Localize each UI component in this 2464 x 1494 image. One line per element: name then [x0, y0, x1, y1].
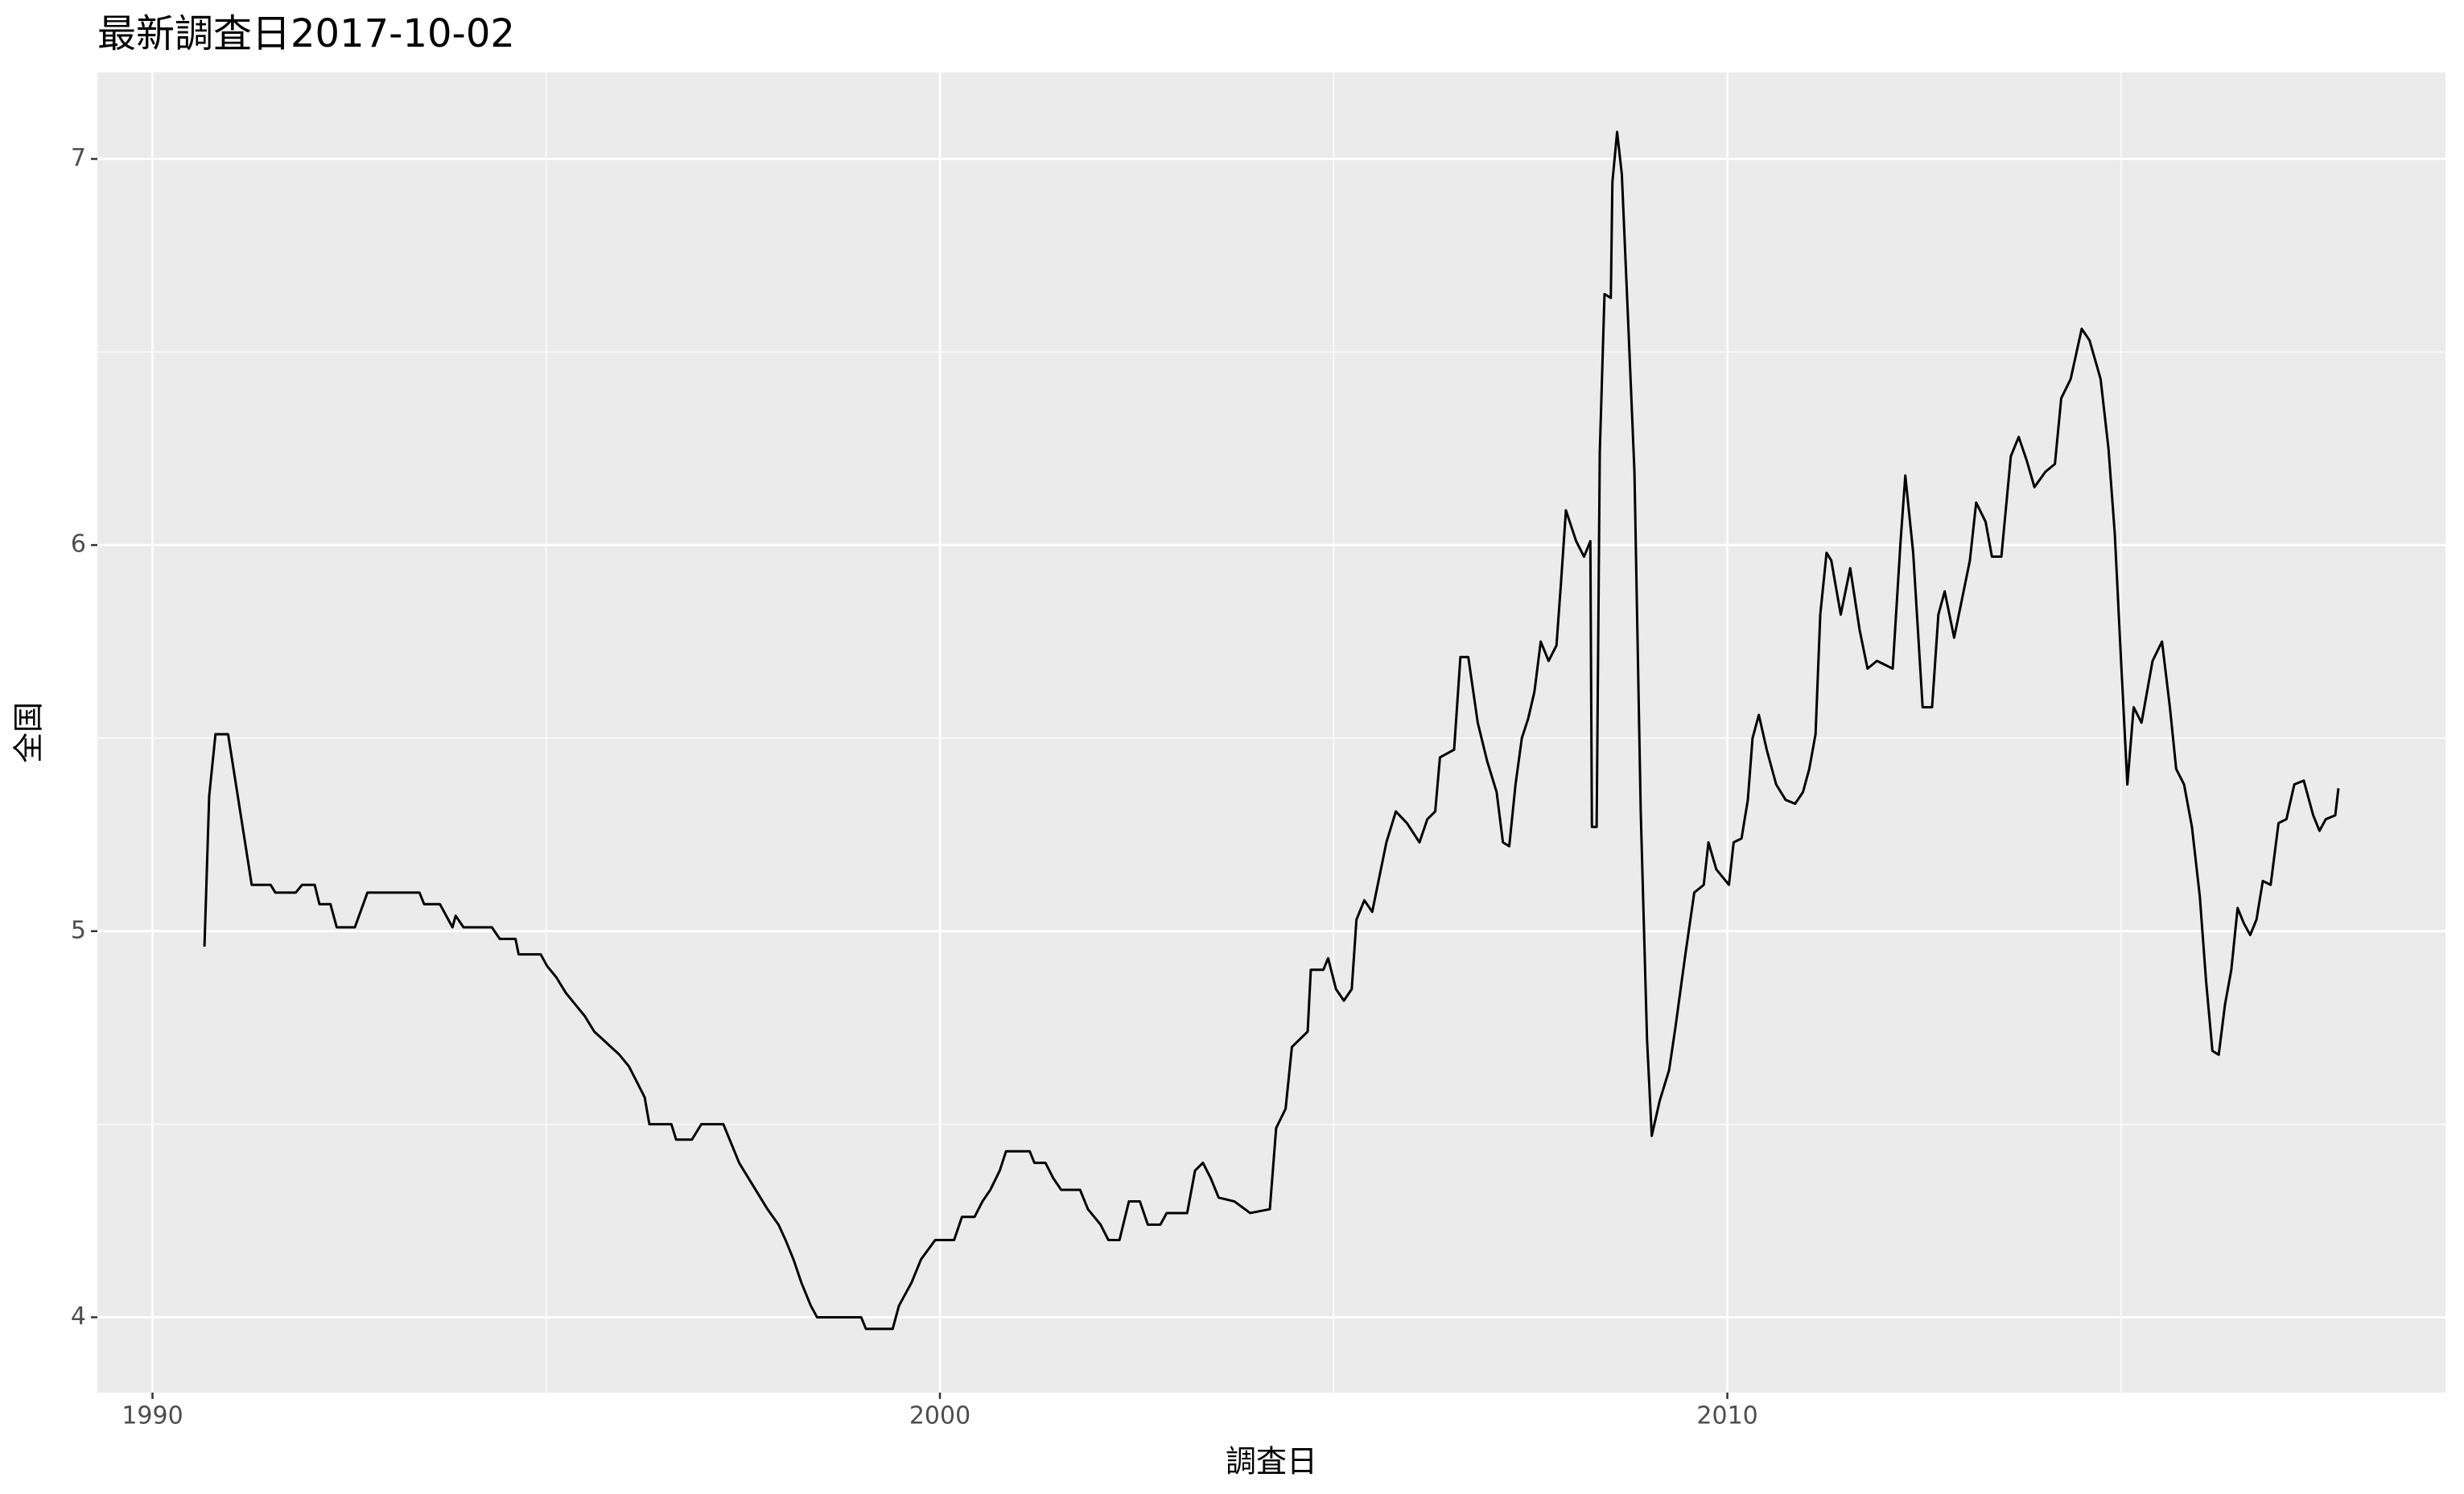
x-tick-label: 2000 [909, 1402, 970, 1430]
y-tick-label: 4 [71, 1302, 86, 1331]
y-axis-title: 全国 [11, 702, 47, 763]
chart-title: 最新調査日2017-10-02 [97, 11, 515, 56]
x-axis-title: 調査日 [1226, 1444, 1317, 1480]
y-tick-label: 6 [71, 530, 86, 559]
data-line [203, 130, 2340, 1331]
y-tick-label: 7 [71, 144, 86, 172]
x-tick-label: 2010 [1696, 1402, 1757, 1430]
panel-background [97, 72, 2445, 1393]
x-tick-label: 1990 [122, 1402, 183, 1430]
y-tick-label: 5 [71, 916, 86, 944]
